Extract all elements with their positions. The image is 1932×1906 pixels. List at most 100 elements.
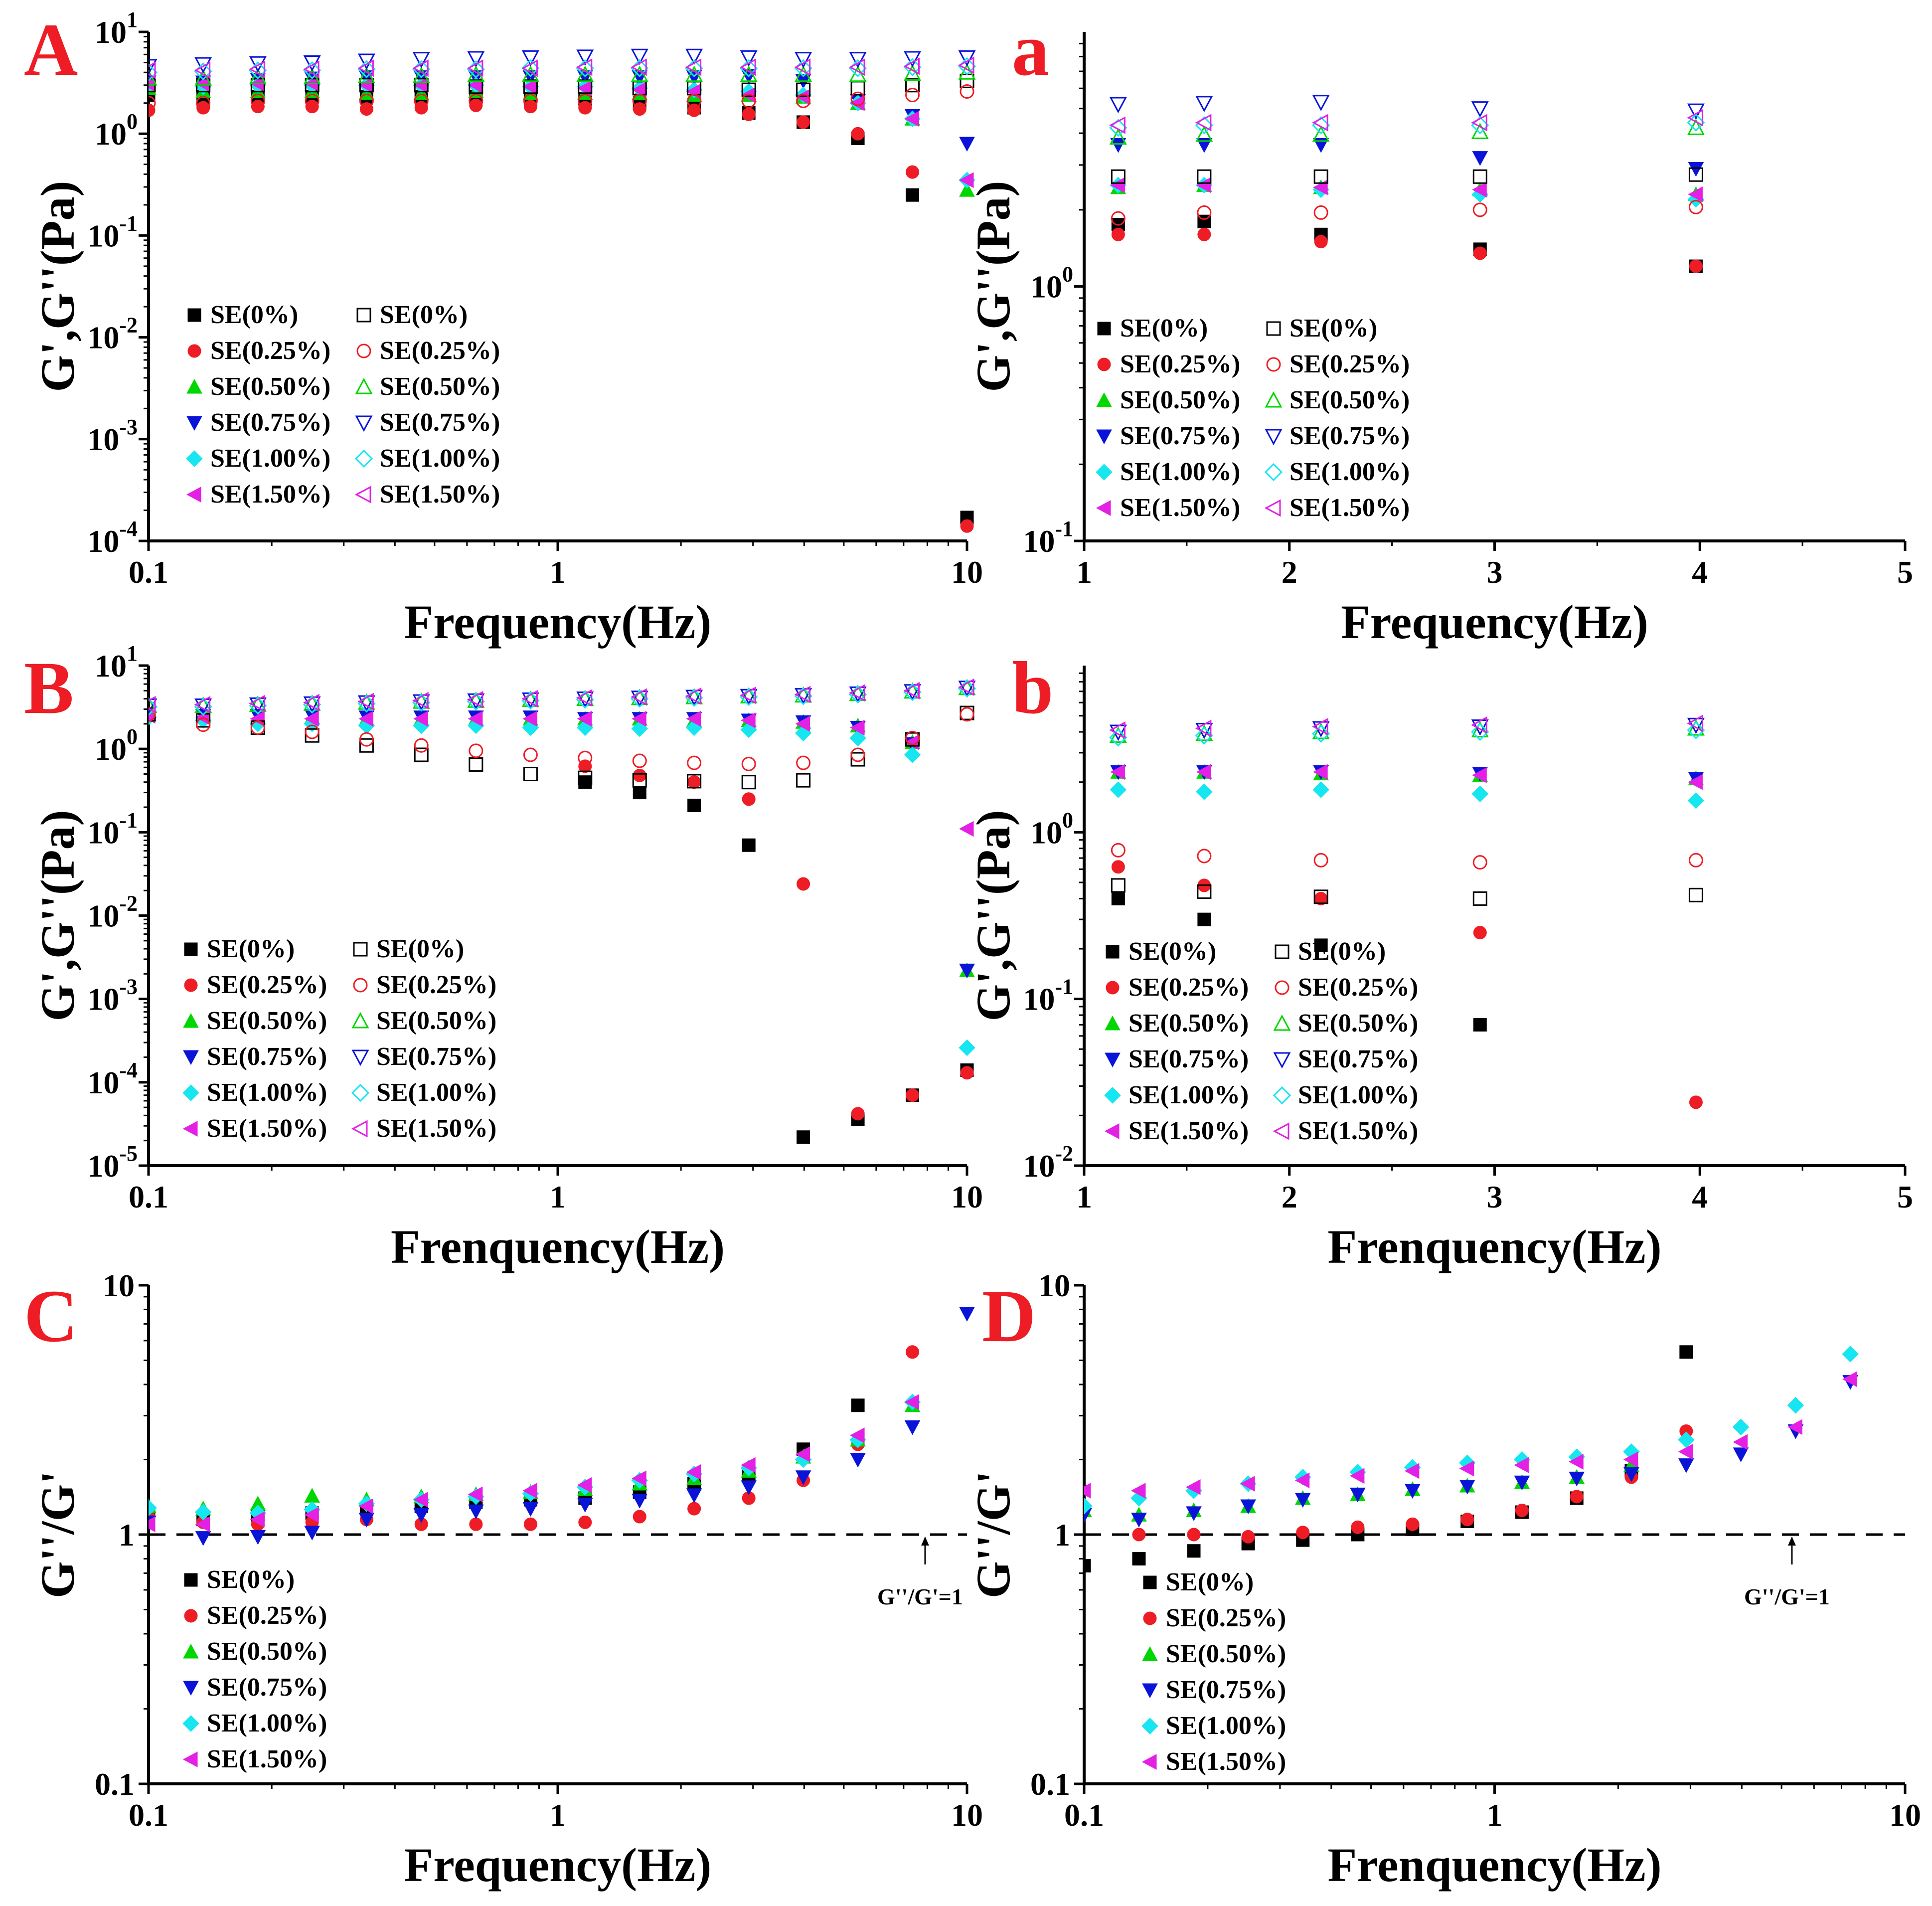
data-point <box>849 52 867 68</box>
data-point <box>1111 843 1126 858</box>
data-point <box>632 753 647 768</box>
legend-label: SE(0.25%) <box>210 337 330 365</box>
y-tick-exponent: 0 <box>1062 262 1073 287</box>
data-point <box>849 65 867 82</box>
data-point <box>149 96 156 111</box>
legend-label: SE(0.25%) <box>376 971 496 999</box>
legend-label: SE(1.00%) <box>376 1078 496 1107</box>
data-point <box>357 693 374 710</box>
data-point <box>522 1483 537 1499</box>
data-point <box>413 710 428 727</box>
y-tick-label: 101 <box>95 7 138 50</box>
panel-letter: A <box>24 8 78 91</box>
data-point <box>851 127 865 141</box>
data-point <box>149 59 158 76</box>
data-point <box>958 678 974 696</box>
data-point <box>250 93 265 108</box>
data-point <box>578 770 593 785</box>
x-tick-label: 1 <box>1076 1179 1092 1214</box>
data-point <box>578 79 593 94</box>
data-point <box>1195 719 1212 737</box>
legend: SE(0%) SE(0.25%) SE(0.50%) SE(0.75%) SE(1.00… <box>1096 314 1410 522</box>
series-9 <box>149 48 976 76</box>
data-point <box>1733 1447 1749 1462</box>
data-point <box>906 1345 920 1359</box>
data-point <box>685 48 703 65</box>
data-point <box>1688 853 1703 867</box>
legend-label: SE(0.50%) <box>207 1637 327 1666</box>
data-point <box>1687 113 1705 132</box>
series-5 <box>1084 1371 1857 1499</box>
y-tick-exponent: -2 <box>1055 1141 1073 1166</box>
data-point <box>1197 205 1212 220</box>
data-point <box>414 738 429 753</box>
x-tick-label: 10 <box>951 1179 983 1214</box>
legend-label: SE(0.50%) <box>1166 1640 1286 1668</box>
series-11 <box>149 56 974 79</box>
data-point <box>1473 246 1487 260</box>
legend-label: SE(0%) <box>376 935 464 963</box>
data-point <box>357 53 375 70</box>
legend-marker <box>351 1049 369 1066</box>
data-point <box>1130 1483 1146 1499</box>
y-tick-label: 10-2 <box>87 313 138 355</box>
data-points <box>149 678 976 1144</box>
data-point <box>521 50 539 67</box>
legend-marker <box>187 344 201 358</box>
data-point <box>1313 889 1328 904</box>
data-point <box>1471 116 1489 135</box>
legend-marker <box>353 978 368 993</box>
data-point <box>1296 1526 1310 1540</box>
data-point <box>958 56 974 74</box>
data-point <box>959 821 974 837</box>
data-point <box>905 730 920 745</box>
y-tick-exponent: 1 <box>127 641 138 666</box>
data-point <box>687 798 701 812</box>
data-point <box>576 58 593 76</box>
chart-panel-A: 0.1 1 1010-410-310-210-1100101Frequency(Hz… <box>24 7 983 649</box>
data-point <box>741 1457 756 1473</box>
data-point <box>1197 169 1212 184</box>
data-point <box>196 101 210 115</box>
x-tick-label: 0.1 <box>129 1797 168 1833</box>
y-tick-label: 10-1 <box>1023 517 1073 559</box>
data-point <box>905 78 920 93</box>
x-tick-label: 0.1 <box>129 1179 168 1214</box>
legend-marker <box>186 450 203 467</box>
data-point <box>523 79 538 94</box>
legend-label: SE(0.25%) <box>207 971 327 999</box>
legend-label: SE(0.75%) <box>210 408 330 437</box>
data-point <box>469 743 483 758</box>
data-point <box>1111 169 1126 184</box>
data-point <box>632 710 646 727</box>
data-point <box>359 738 374 753</box>
data-point <box>1195 125 1213 142</box>
data-point <box>194 69 212 86</box>
legend-label: SE(0.75%) <box>380 408 500 437</box>
data-point <box>906 1088 920 1102</box>
data-point <box>795 716 810 732</box>
legend-label: SE(1.50%) <box>1120 494 1240 522</box>
y-tick-exponent: -1 <box>119 808 138 832</box>
data-point <box>686 1488 702 1503</box>
data-point <box>797 877 810 891</box>
legend-label: SE(0%) <box>1166 1568 1254 1596</box>
data-point <box>249 60 265 78</box>
x-tick-label: 10 <box>951 554 983 590</box>
data-point <box>250 720 265 735</box>
legend-label: SE(1.50%) <box>1298 1117 1418 1145</box>
data-point <box>304 1526 320 1541</box>
data-point <box>796 82 811 97</box>
reference-label: G''/G'=1 <box>877 1584 963 1609</box>
y-tick-exponent: -4 <box>119 1058 138 1082</box>
legend-label: SE(0.50%) <box>1298 1009 1418 1038</box>
data-point <box>1240 1499 1256 1515</box>
y-tick-base: 10 <box>1038 1268 1070 1303</box>
data-point <box>850 1427 865 1443</box>
data-point <box>1732 1418 1750 1436</box>
data-point <box>1294 1493 1311 1508</box>
data-point <box>1473 1018 1487 1032</box>
data-point <box>1312 722 1330 739</box>
series-4 <box>1110 781 1705 809</box>
